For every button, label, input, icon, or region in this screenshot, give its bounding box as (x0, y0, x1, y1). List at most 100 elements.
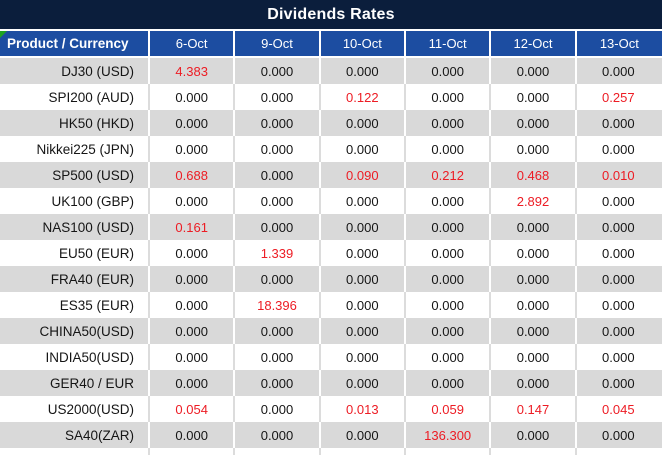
value-cell: 0.000 (406, 58, 492, 84)
value-cell: 0.000 (321, 370, 406, 396)
table-row: US2000(USD) 0.054 0.000 0.013 0.059 0.147 0.04… (0, 396, 662, 422)
table-row: EU50 (EUR) 0.000 1.339 0.000 0.000 0.000 0.000 (0, 240, 662, 266)
value-cell: 0.000 (235, 266, 321, 292)
value-cell: 0.000 (150, 240, 236, 266)
value-cell: 0.000 (321, 292, 406, 318)
value-cell: 0.000 (491, 370, 577, 396)
value-cell: 0.000 (321, 422, 406, 448)
cell-flag-triangle-icon (0, 31, 7, 38)
table-row: NAS100 (USD) 0.161 0.000 0.000 0.000 0.000 0.0… (0, 214, 662, 240)
value-cell: 0.010 (602, 167, 635, 183)
value-cell: 0.468 (491, 162, 577, 188)
column-header-date-4: 11-Oct (406, 31, 492, 56)
value-cell: 0.000 (491, 58, 577, 84)
table-row: SA40(ZAR) 0.000 0.000 0.000 136.300 0.000 0.00… (0, 422, 662, 448)
value-cell: 1.339 (235, 240, 321, 266)
value-cell: 0.212 (406, 162, 492, 188)
product-cell: SPI200 (AUD) (0, 84, 150, 110)
column-header-product: Product / Currency (0, 31, 150, 56)
value-cell: 18.396 (235, 292, 321, 318)
value-cell: 0.000 (602, 193, 635, 209)
value-cell: 0.000 (321, 58, 406, 84)
value-cell: 0.000 (406, 110, 492, 136)
product-cell: FRA40 (EUR) (0, 266, 150, 292)
value-cell: 0.000 (491, 318, 577, 344)
column-header-product-label: Product / Currency (7, 36, 129, 51)
product-cell: CHINA50(USD) (0, 318, 150, 344)
value-cell: 0.000 (602, 245, 635, 261)
table-row: INDIA50(USD) 0.000 0.000 0.000 0.000 0.000 0.0… (0, 344, 662, 370)
column-header-date-2: 9-Oct (235, 31, 321, 56)
value-cell: 0.000 (491, 214, 577, 240)
partial-next-row (0, 448, 662, 455)
value-cell: 0.000 (321, 344, 406, 370)
value-cell: 0.000 (235, 58, 321, 84)
value-cell: 0.000 (235, 396, 321, 422)
value-cell: 0.045 (602, 401, 635, 417)
value-cell: 0.000 (150, 84, 236, 110)
value-cell: 0.000 (406, 370, 492, 396)
product-cell: DJ30 (USD) (0, 58, 150, 84)
value-cell: 0.000 (235, 344, 321, 370)
value-cell: 0.000 (235, 84, 321, 110)
product-cell: HK50 (HKD) (0, 110, 150, 136)
table-row: FRA40 (EUR) 0.000 0.000 0.000 0.000 0.000 0.00… (0, 266, 662, 292)
column-header-date-5: 12-Oct (491, 31, 577, 56)
column-header-date-6: 13-Oct (599, 36, 639, 51)
product-cell: UK100 (GBP) (0, 188, 150, 214)
value-cell: 0.000 (235, 136, 321, 162)
value-cell: 0.000 (406, 344, 492, 370)
value-cell: 0.000 (602, 427, 635, 443)
table-row: SP500 (USD) 0.688 0.000 0.090 0.212 0.468 0.01… (0, 162, 662, 188)
value-cell: 0.122 (321, 84, 406, 110)
value-cell: 0.000 (406, 214, 492, 240)
value-cell: 0.000 (602, 219, 635, 235)
table-row: SPI200 (AUD) 0.000 0.000 0.122 0.000 0.000 0.2… (0, 84, 662, 110)
value-cell: 0.257 (602, 89, 635, 105)
value-cell: 0.013 (321, 396, 406, 422)
table-row: ES35 (EUR) 0.000 18.396 0.000 0.000 0.000 0.00… (0, 292, 662, 318)
product-cell: EU50 (EUR) (0, 240, 150, 266)
product-cell: US2000(USD) (0, 396, 150, 422)
product-cell: GER40 / EUR (0, 370, 150, 396)
value-cell: 0.000 (602, 115, 635, 131)
product-cell: ES35 (EUR) (0, 292, 150, 318)
value-cell: 0.000 (491, 422, 577, 448)
value-cell: 0.000 (491, 240, 577, 266)
value-cell: 0.059 (406, 396, 492, 422)
value-cell: 0.161 (150, 214, 236, 240)
value-cell: 0.000 (491, 292, 577, 318)
product-cell: SP500 (USD) (0, 162, 150, 188)
value-cell: 0.000 (321, 110, 406, 136)
value-cell: 0.000 (150, 344, 236, 370)
column-header-date-1: 6-Oct (150, 31, 236, 56)
table-row: DJ30 (USD) 4.383 0.000 0.000 0.000 0.000 0.000 (0, 58, 662, 84)
value-cell: 0.054 (150, 396, 236, 422)
value-cell: 0.000 (235, 188, 321, 214)
value-cell: 0.000 (235, 370, 321, 396)
value-cell: 0.000 (235, 214, 321, 240)
value-cell: 0.000 (235, 422, 321, 448)
value-cell: 0.000 (150, 188, 236, 214)
value-cell: 0.000 (150, 370, 236, 396)
value-cell: 0.000 (406, 266, 492, 292)
value-cell: 0.000 (491, 344, 577, 370)
value-cell: 0.000 (406, 292, 492, 318)
column-header-date-3: 10-Oct (321, 31, 406, 56)
value-cell: 136.300 (406, 422, 492, 448)
value-cell: 0.000 (150, 136, 236, 162)
value-cell: 0.000 (602, 141, 635, 157)
value-cell: 0.000 (406, 188, 492, 214)
value-cell: 0.000 (602, 271, 635, 287)
table-row: Nikkei225 (JPN) 0.000 0.000 0.000 0.000 0.000… (0, 136, 662, 162)
value-cell: 0.000 (491, 110, 577, 136)
value-cell: 0.000 (321, 214, 406, 240)
value-cell: 0.000 (602, 63, 635, 79)
value-cell: 0.000 (602, 297, 635, 313)
value-cell: 2.892 (491, 188, 577, 214)
value-cell: 0.000 (602, 349, 635, 365)
value-cell: 0.000 (602, 375, 635, 391)
product-cell: SA40(ZAR) (0, 422, 150, 448)
table-header-row: Product / Currency 6-Oct 9-Oct 10-Oct 11… (0, 31, 662, 58)
value-cell: 0.090 (321, 162, 406, 188)
